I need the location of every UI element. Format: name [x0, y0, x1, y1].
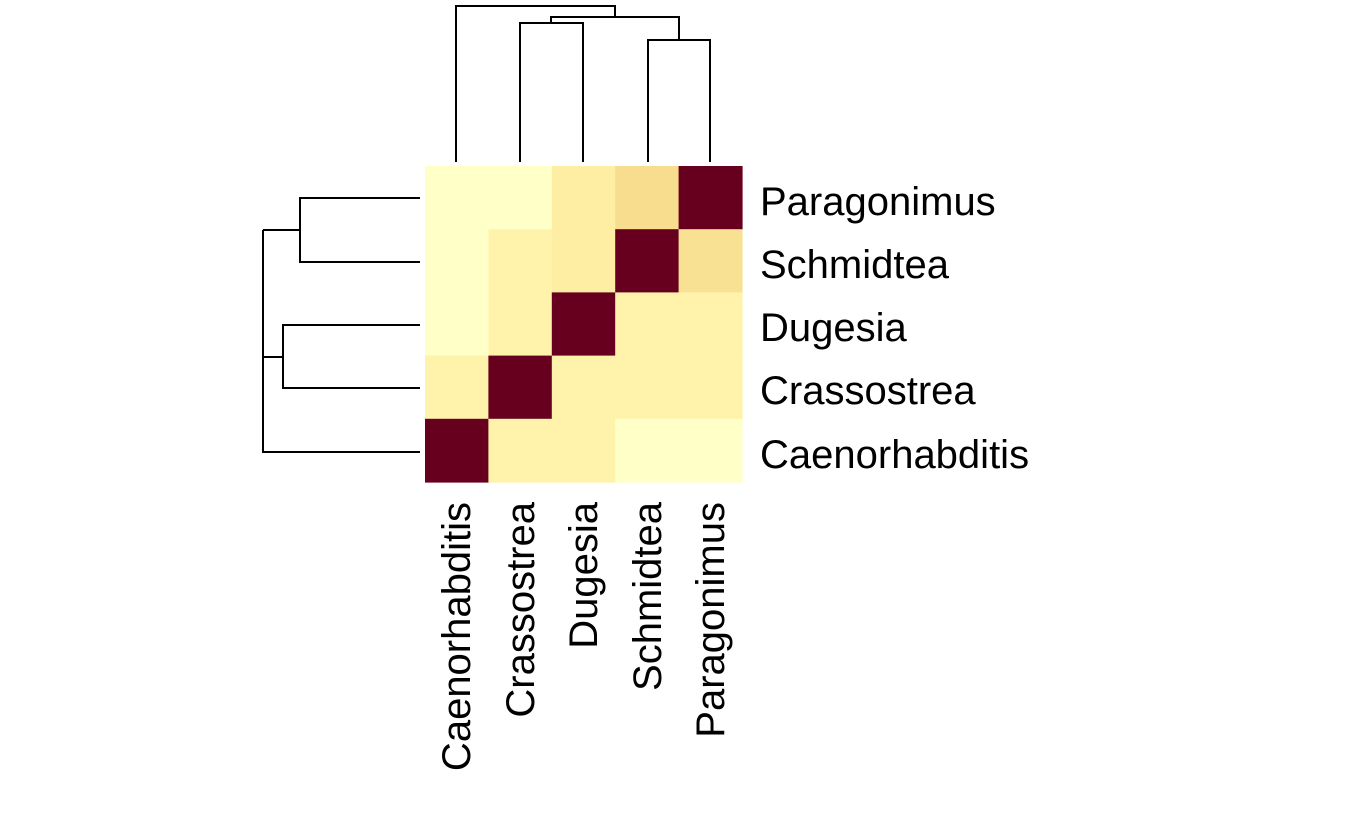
row-dendrogram-branch-paragonimus-schmidtea — [299, 197, 420, 263]
col-dendrogram-branch-root — [455, 5, 616, 162]
heatmap-cell-dugesia-dugesia — [551, 292, 616, 357]
heatmap-cell-schmidtea-dugesia — [551, 229, 616, 293]
heatmap-cells — [425, 166, 743, 483]
row-dendrogram — [262, 197, 420, 453]
heatmap-cell-schmidtea-caenorhabditis — [425, 229, 489, 293]
row-label-schmidtea: Schmidtea — [760, 243, 950, 287]
heatmap-cell-crassostrea-dugesia — [551, 355, 616, 420]
row-label-dugesia: Dugesia — [760, 306, 908, 350]
col-label-schmidtea: Schmidtea — [626, 501, 670, 691]
heatmap-cell-caenorhabditis-crassostrea — [488, 418, 553, 483]
col-label-crassostrea: Crassostrea — [499, 501, 543, 717]
row-dendrogram-branch-root — [262, 230, 420, 453]
heatmap-cell-caenorhabditis-paragonimus — [678, 418, 743, 483]
heatmap-cell-caenorhabditis-caenorhabditis — [425, 418, 489, 483]
heatmap-cell-paragonimus-crassostrea — [488, 166, 553, 230]
heatmap-cell-crassostrea-paragonimus — [678, 355, 743, 420]
row-label-crassostrea: Crassostrea — [760, 369, 976, 413]
row-labels: Paragonimus Schmidtea Dugesia Crassostre… — [760, 180, 1029, 477]
row-dendrogram-branch-dugesia-crassostrea — [282, 324, 420, 389]
heatmap-cell-schmidtea-paragonimus — [678, 229, 743, 293]
column-labels: Caenorhabditis Crassostrea Dugesia Schmi… — [435, 501, 733, 771]
heatmap-cell-paragonimus-paragonimus — [678, 166, 743, 230]
heatmap-cell-paragonimus-dugesia — [551, 166, 616, 230]
heatmap-cell-schmidtea-crassostrea — [488, 229, 553, 293]
heatmap-cell-crassostrea-schmidtea — [615, 355, 680, 420]
column-dendrogram — [455, 5, 711, 162]
heatmap-cell-dugesia-schmidtea — [615, 292, 680, 357]
col-dendrogram-branch-schmidtea-paragonimus — [647, 39, 711, 162]
heatmap-cell-caenorhabditis-schmidtea — [615, 418, 680, 483]
row-label-paragonimus: Paragonimus — [760, 180, 996, 224]
col-label-paragonimus: Paragonimus — [689, 502, 733, 738]
heatmap-cell-crassostrea-caenorhabditis — [425, 355, 489, 420]
col-dendrogram-branch-crassostrea-dugesia — [519, 22, 584, 162]
row-label-caenorhabditis: Caenorhabditis — [760, 433, 1029, 477]
heatmap-cell-paragonimus-caenorhabditis — [425, 166, 489, 230]
col-label-dugesia: Dugesia — [562, 501, 606, 649]
heatmap-cell-paragonimus-schmidtea — [615, 166, 680, 230]
col-label-caenorhabditis: Caenorhabditis — [435, 502, 479, 771]
heatmap-cell-caenorhabditis-dugesia — [551, 418, 616, 483]
heatmap-cell-crassostrea-crassostrea — [488, 355, 553, 420]
heatmap-cell-dugesia-paragonimus — [678, 292, 743, 357]
heatmap-cell-dugesia-crassostrea — [488, 292, 553, 357]
col-dendrogram-branch-inner — [550, 16, 680, 40]
heatmap-cell-schmidtea-schmidtea — [615, 229, 680, 293]
heatmap-cell-dugesia-caenorhabditis — [425, 292, 489, 357]
